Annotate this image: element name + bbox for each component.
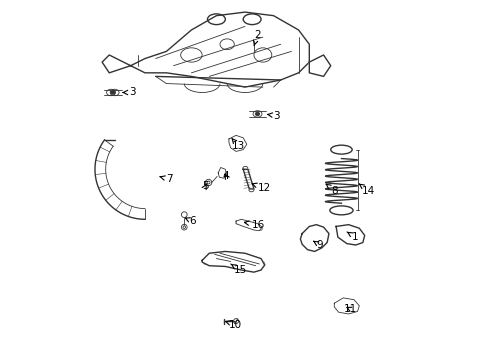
Polygon shape bbox=[334, 298, 359, 314]
Polygon shape bbox=[300, 225, 329, 251]
Polygon shape bbox=[336, 225, 365, 245]
Text: 2: 2 bbox=[253, 30, 261, 46]
Text: 1: 1 bbox=[347, 232, 359, 242]
Polygon shape bbox=[309, 55, 331, 76]
Polygon shape bbox=[202, 251, 265, 272]
Text: 16: 16 bbox=[245, 220, 265, 230]
Text: 7: 7 bbox=[160, 174, 172, 184]
Text: 9: 9 bbox=[314, 240, 323, 250]
Text: 6: 6 bbox=[185, 216, 196, 226]
Polygon shape bbox=[218, 167, 226, 178]
Polygon shape bbox=[243, 169, 254, 189]
Text: 12: 12 bbox=[252, 183, 271, 193]
Text: 14: 14 bbox=[359, 184, 375, 196]
Ellipse shape bbox=[255, 112, 260, 116]
Text: 13: 13 bbox=[232, 138, 245, 151]
Text: 10: 10 bbox=[226, 320, 243, 330]
Text: 3: 3 bbox=[123, 87, 136, 98]
Text: 3: 3 bbox=[268, 111, 280, 121]
Ellipse shape bbox=[111, 91, 115, 94]
Text: 8: 8 bbox=[326, 184, 338, 196]
Polygon shape bbox=[236, 219, 262, 231]
Text: 5: 5 bbox=[202, 181, 209, 191]
Text: 15: 15 bbox=[231, 264, 247, 275]
Text: 11: 11 bbox=[344, 304, 358, 314]
Text: 4: 4 bbox=[223, 171, 229, 181]
Polygon shape bbox=[102, 55, 131, 73]
Polygon shape bbox=[229, 135, 247, 152]
